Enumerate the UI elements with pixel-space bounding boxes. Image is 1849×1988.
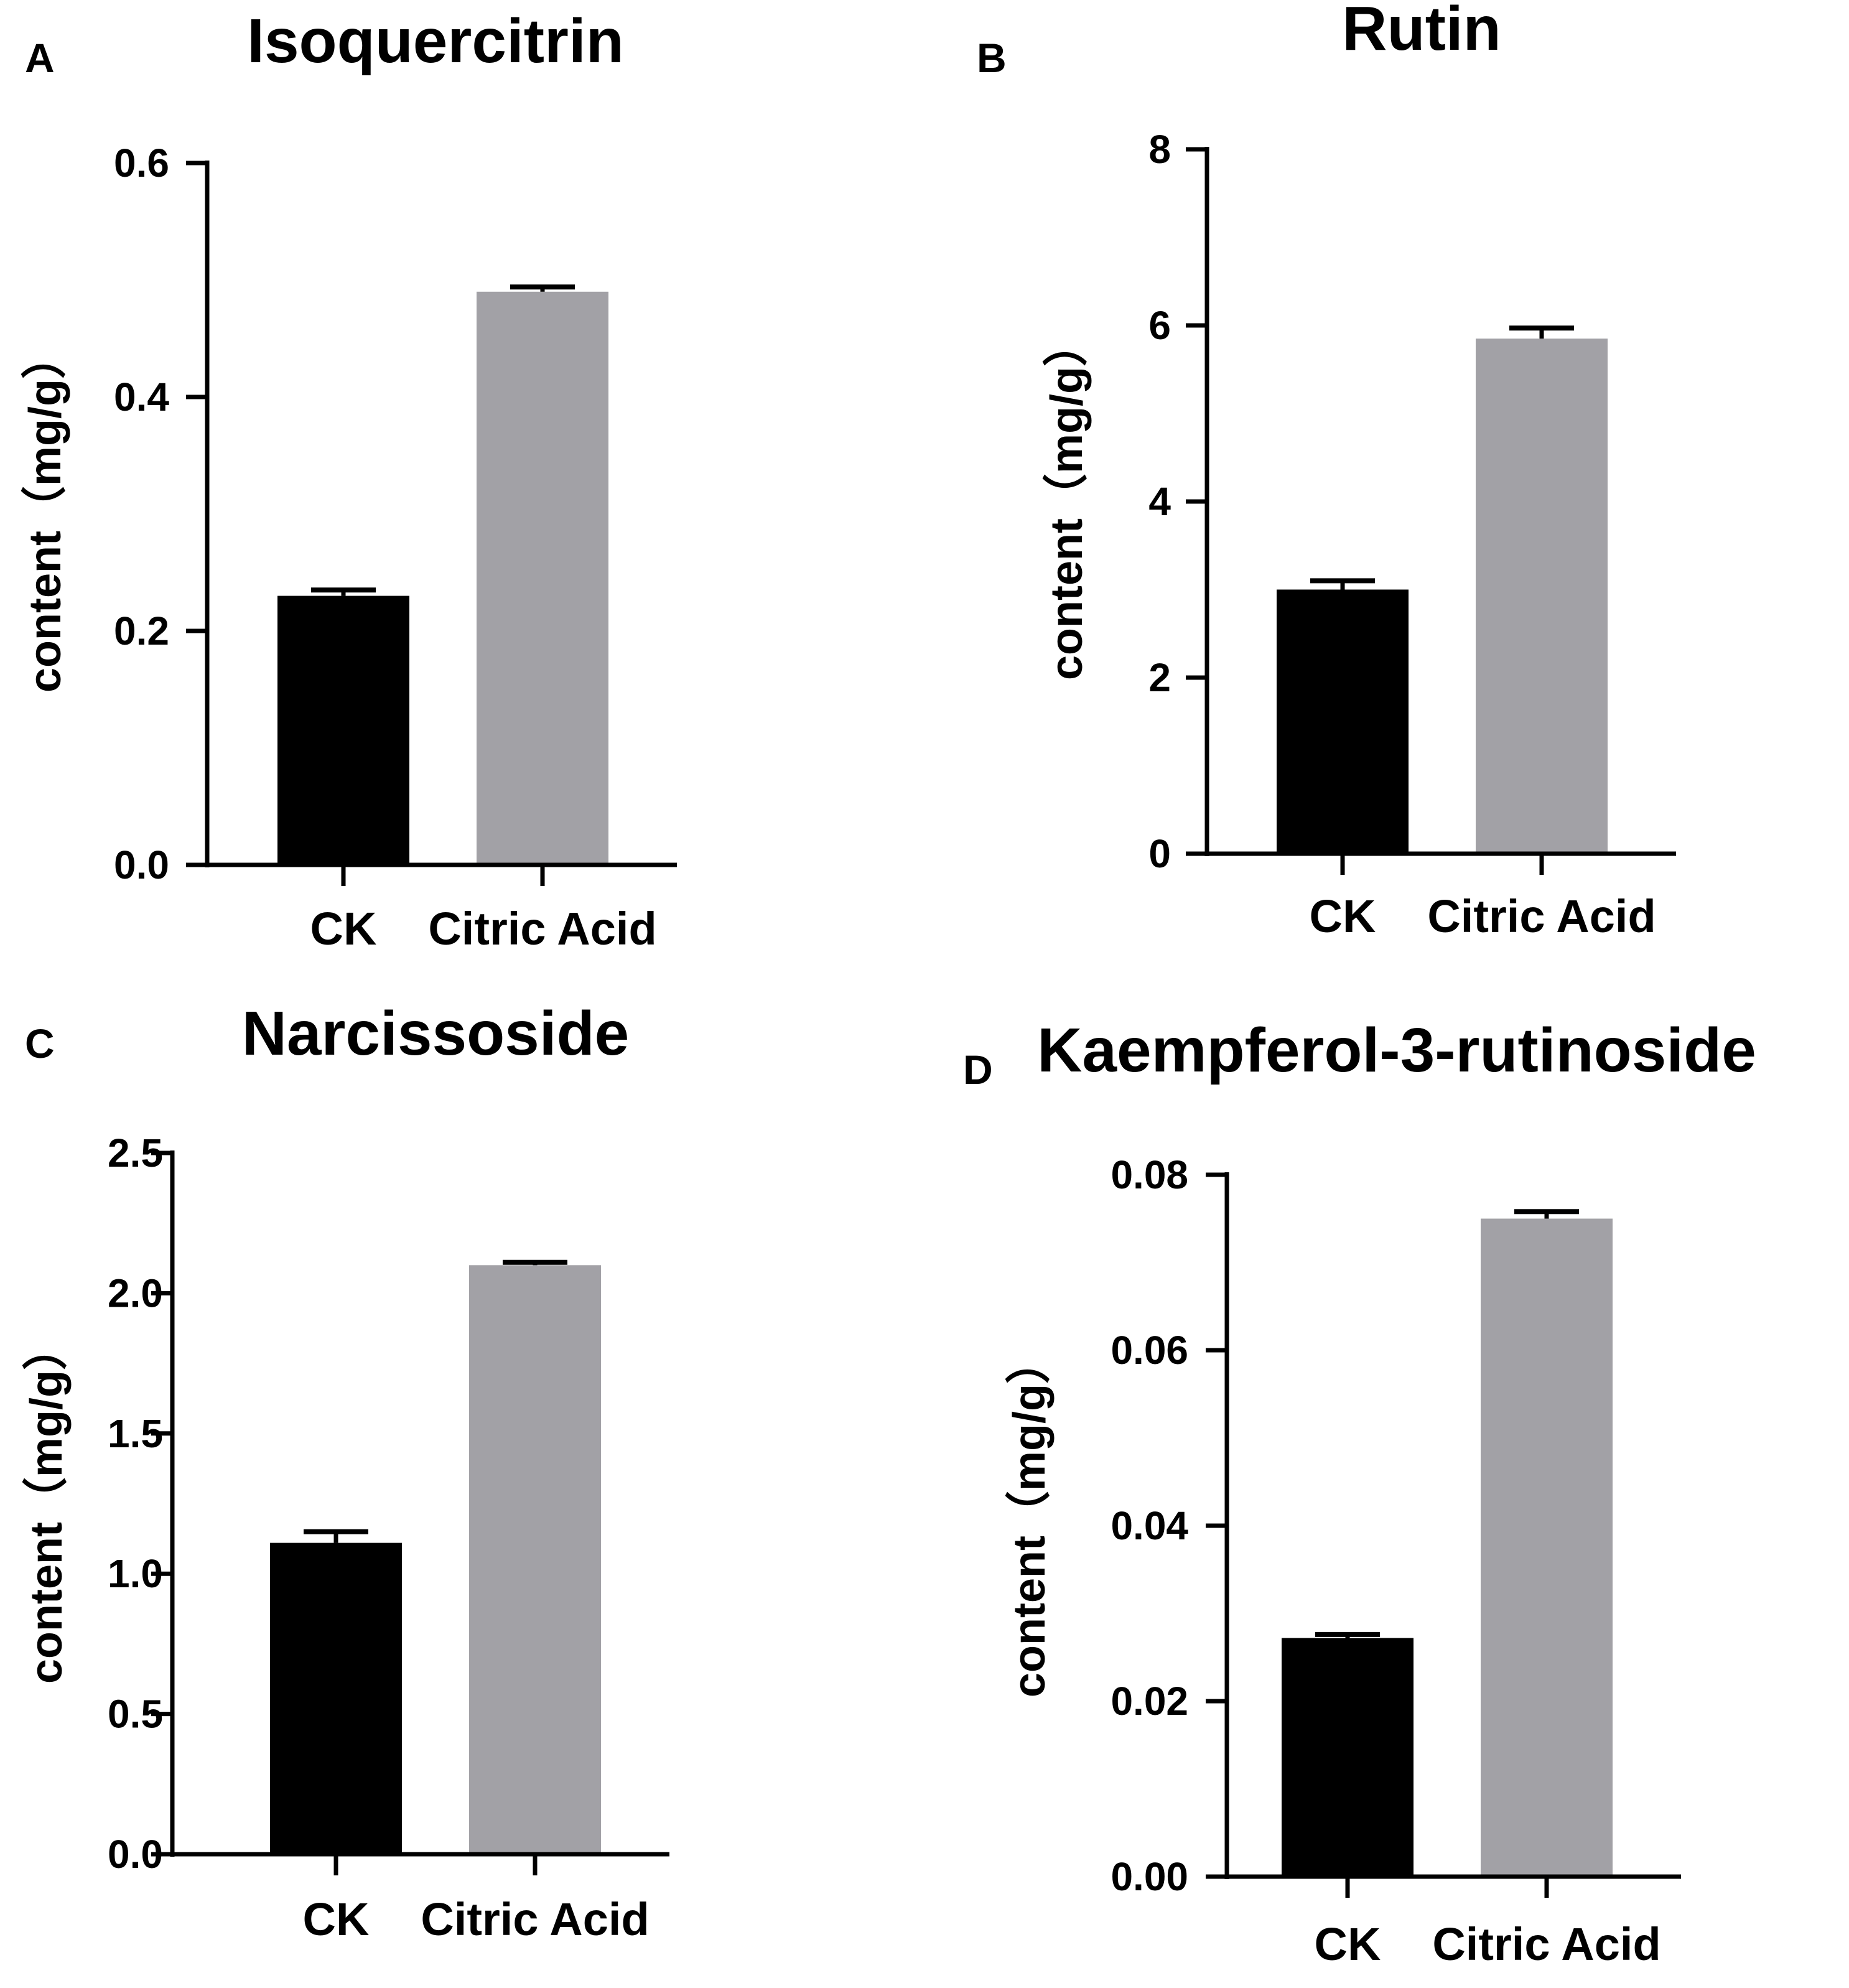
y-tick-label: 0.00	[1111, 1854, 1188, 1899]
x-category-label: CK	[303, 1893, 370, 1945]
chart-title: Narcissoside	[242, 999, 630, 1068]
y-axis-label: content（mg/g）	[22, 1325, 72, 1684]
panel-letter: B	[977, 35, 1007, 81]
chart-title: Rutin	[1342, 0, 1501, 63]
y-axis-label: content（mg/g）	[21, 334, 70, 693]
y-tick-label: 0.08	[1111, 1152, 1188, 1197]
bar-citric-acid	[1481, 1218, 1613, 1877]
y-tick-label: 0	[1148, 831, 1171, 876]
y-axis-label: content（mg/g）	[1005, 1339, 1055, 1697]
chart-panel-c: C Narcissoside content（mg/g） 0.0 0.5 1.0 1.5 2.…	[22, 999, 669, 1945]
panel-letter: D	[963, 1047, 993, 1093]
chart-panel-a: A Isoquercitrin content（mg/g） 0.0 0.2 0.4 0.6 C…	[21, 6, 677, 954]
y-tick-label: 0.0	[108, 1832, 163, 1877]
y-tick-label: 0.4	[114, 375, 169, 419]
x-category-label: CK	[1310, 890, 1376, 942]
y-tick-label: 2	[1148, 655, 1171, 700]
y-tick-label: 0.0	[114, 842, 169, 887]
x-category-label: Citric Acid	[1427, 890, 1656, 942]
y-tick-label: 0.6	[114, 141, 169, 185]
bar-citric-acid	[469, 1265, 601, 1854]
x-category-label: Citric Acid	[1432, 1918, 1660, 1970]
bar-ck	[1277, 589, 1409, 854]
chart-title: Isoquercitrin	[247, 6, 624, 76]
x-category-label: CK	[1315, 1918, 1381, 1970]
y-tick-label: 2.0	[108, 1271, 163, 1315]
y-tick-label: 1.0	[108, 1551, 163, 1596]
bar-ck	[277, 595, 409, 865]
y-tick-label: 2.5	[108, 1131, 163, 1175]
panel-letter: C	[25, 1020, 55, 1066]
y-tick-label: 0.2	[114, 609, 169, 653]
y-tick-label: 8	[1148, 127, 1171, 172]
y-tick-label: 0.5	[108, 1692, 163, 1737]
x-category-label: Citric Acid	[421, 1893, 649, 1945]
y-tick-label: 0.02	[1111, 1679, 1188, 1724]
bar-ck	[270, 1542, 402, 1854]
x-category-label: CK	[310, 903, 377, 954]
bar-citric-acid	[1476, 338, 1608, 854]
y-tick-label: 4	[1148, 479, 1171, 524]
y-tick-label: 0.06	[1111, 1328, 1188, 1373]
panel-letter: A	[25, 35, 55, 81]
y-tick-label: 6	[1148, 303, 1171, 348]
chart-panel-b: B Rutin content（mg/g） 0 2 4 6 8 CK Citric Acid	[977, 0, 1676, 942]
bar-citric-acid	[477, 291, 608, 865]
x-category-label: Citric Acid	[428, 903, 656, 954]
chart-panel-d: D Kaempferol-3-rutinoside content（mg/g） 0.0…	[963, 1015, 1756, 1970]
y-tick-label: 1.5	[108, 1411, 163, 1456]
bar-ck	[1282, 1638, 1414, 1877]
y-axis-label: content（mg/g）	[1042, 322, 1092, 680]
y-tick-label: 0.04	[1111, 1503, 1188, 1548]
chart-title: Kaempferol-3-rutinoside	[1037, 1015, 1756, 1085]
